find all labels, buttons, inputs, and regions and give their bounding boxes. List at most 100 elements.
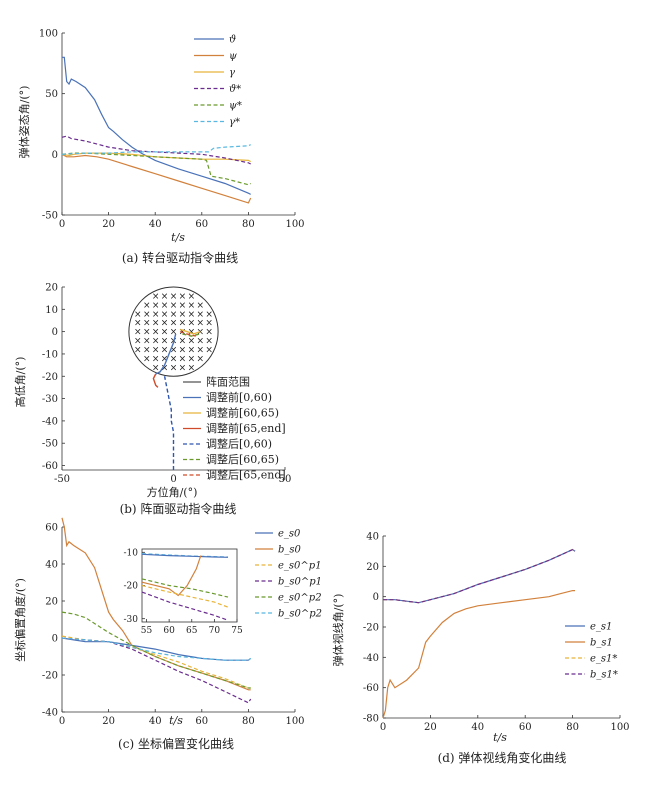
x-tick-label: 60 [163, 626, 175, 636]
array-element-mark: × [152, 301, 160, 311]
x-tick-label: 0 [380, 722, 386, 733]
inset-plot [141, 553, 229, 621]
series-line [155, 333, 177, 375]
x-tick-label: 100 [285, 219, 304, 230]
array-element-mark: × [170, 345, 178, 355]
array-element-mark: × [170, 328, 178, 338]
series-line [163, 376, 175, 470]
legend-label: γ [229, 68, 235, 79]
y-tick-label: 10 [45, 305, 58, 316]
series-line [141, 553, 229, 558]
y-tick-label: -20 [363, 623, 379, 634]
array-element-mark: × [143, 301, 151, 311]
array-element-mark: × [188, 337, 196, 347]
legend-label: b_s0 [278, 545, 302, 556]
y-tick-label: 0 [52, 150, 58, 161]
x-tick-label: 60 [195, 219, 208, 230]
array-element-mark: × [152, 345, 160, 355]
array-element-mark: × [188, 310, 196, 320]
array-element-mark: × [143, 345, 151, 355]
x-tick-label: 40 [149, 716, 162, 727]
y-tick-label: 40 [366, 532, 379, 543]
series-line [182, 333, 201, 337]
array-element-mark: × [152, 292, 160, 302]
inset-axes: 55 60 65 70 75 -30 -20 -10 [124, 548, 243, 636]
x-tick-label: 0 [170, 474, 176, 485]
legend-label: 阵面范围 [206, 375, 250, 389]
panel-b-ylabel: 高低角/(°) [13, 357, 27, 408]
x-tick-label: 65 [186, 626, 198, 636]
legend-label: ϑ* [229, 84, 241, 95]
series-line [141, 584, 229, 608]
array-element-mark: × [134, 345, 142, 355]
array-element-mark: × [179, 354, 187, 364]
array-element-mark: × [170, 354, 178, 364]
y-tick-label: -20 [42, 671, 58, 682]
panel-c: 0 20 40 60 80 100 -40 -20 0 20 40 60 e_s0 b_s0 e_s0^p… [13, 517, 322, 751]
array-element-mark: × [161, 319, 169, 329]
panel-c-axes: 0 20 40 60 80 100 -40 -20 0 20 40 60 [42, 523, 305, 728]
array-element-mark: × [170, 363, 178, 373]
y-tick-label: 20 [45, 597, 58, 608]
panel-a-xlabel: t/s [171, 231, 185, 244]
array-element-mark: × [161, 363, 169, 373]
array-element-mark: × [179, 292, 187, 302]
array-element-mark: × [170, 292, 178, 302]
array-element-mark: × [161, 328, 169, 338]
x-tick-label: 55 [141, 626, 153, 636]
legend-label: 调整前[60,65) [206, 406, 279, 420]
legend-label: γ* [229, 117, 240, 128]
panel-a-legend: ϑψγ ϑ* ψ* γ* [194, 35, 242, 128]
array-element-mark: × [152, 363, 160, 373]
panel-c-xlabel: t/s [169, 714, 183, 727]
array-element-mark: × [143, 310, 151, 320]
y-tick-label: -60 [363, 683, 379, 694]
array-element-mark: × [205, 319, 213, 329]
legend-label: 调整后[0,60) [206, 437, 272, 451]
y-tick-label: -60 [42, 461, 58, 472]
y-tick-label: -40 [42, 708, 58, 719]
array-element-mark: × [134, 310, 142, 320]
series-line [61, 135, 251, 165]
x-tick-label: 40 [149, 219, 162, 230]
array-element-mark: × [205, 310, 213, 320]
panel-d-caption: (d) 弹体视线角变化曲线 [438, 750, 567, 765]
series-line [61, 611, 251, 689]
panel-c-plot [61, 517, 252, 704]
x-tick-label: 70 [209, 626, 221, 636]
array-range-circle [128, 286, 219, 377]
array-element-mark: × [179, 363, 187, 373]
y-tick-label: -80 [363, 714, 379, 725]
series-line [382, 590, 575, 719]
array-element-mark: × [170, 310, 178, 320]
array-element-mark: × [143, 319, 151, 329]
array-element-mark: × [170, 319, 178, 329]
legend-label: b_s1 [590, 638, 613, 649]
array-element-mark: × [205, 345, 213, 355]
array-element-mark: × [188, 354, 196, 364]
y-tick-label: -30 [124, 615, 139, 625]
array-element-mark: × [170, 301, 178, 311]
array-element-mark: × [196, 301, 204, 311]
array-element-mark: × [188, 319, 196, 329]
legend-label: e_s0^p2 [278, 593, 322, 604]
x-tick-label: -50 [54, 474, 70, 485]
series-line [383, 548, 576, 604]
legend-label: 调整后[65,end] [206, 468, 286, 482]
array-element-mark: × [179, 337, 187, 347]
x-tick-label: 20 [424, 722, 437, 733]
series-line [61, 144, 251, 155]
legend-label: ψ [229, 51, 237, 62]
y-tick-label: -10 [124, 548, 139, 558]
legend-label: b_s0^p1 [278, 577, 322, 588]
legend-label: 调整后[60,65) [206, 452, 279, 466]
legend-label: ϑ [229, 35, 236, 46]
y-tick-label: -40 [363, 653, 379, 664]
x-tick-label: 80 [242, 219, 255, 230]
panel-c-inset: 55 60 65 70 75 -30 -20 -10 [124, 548, 243, 636]
array-element-mark: × [188, 301, 196, 311]
